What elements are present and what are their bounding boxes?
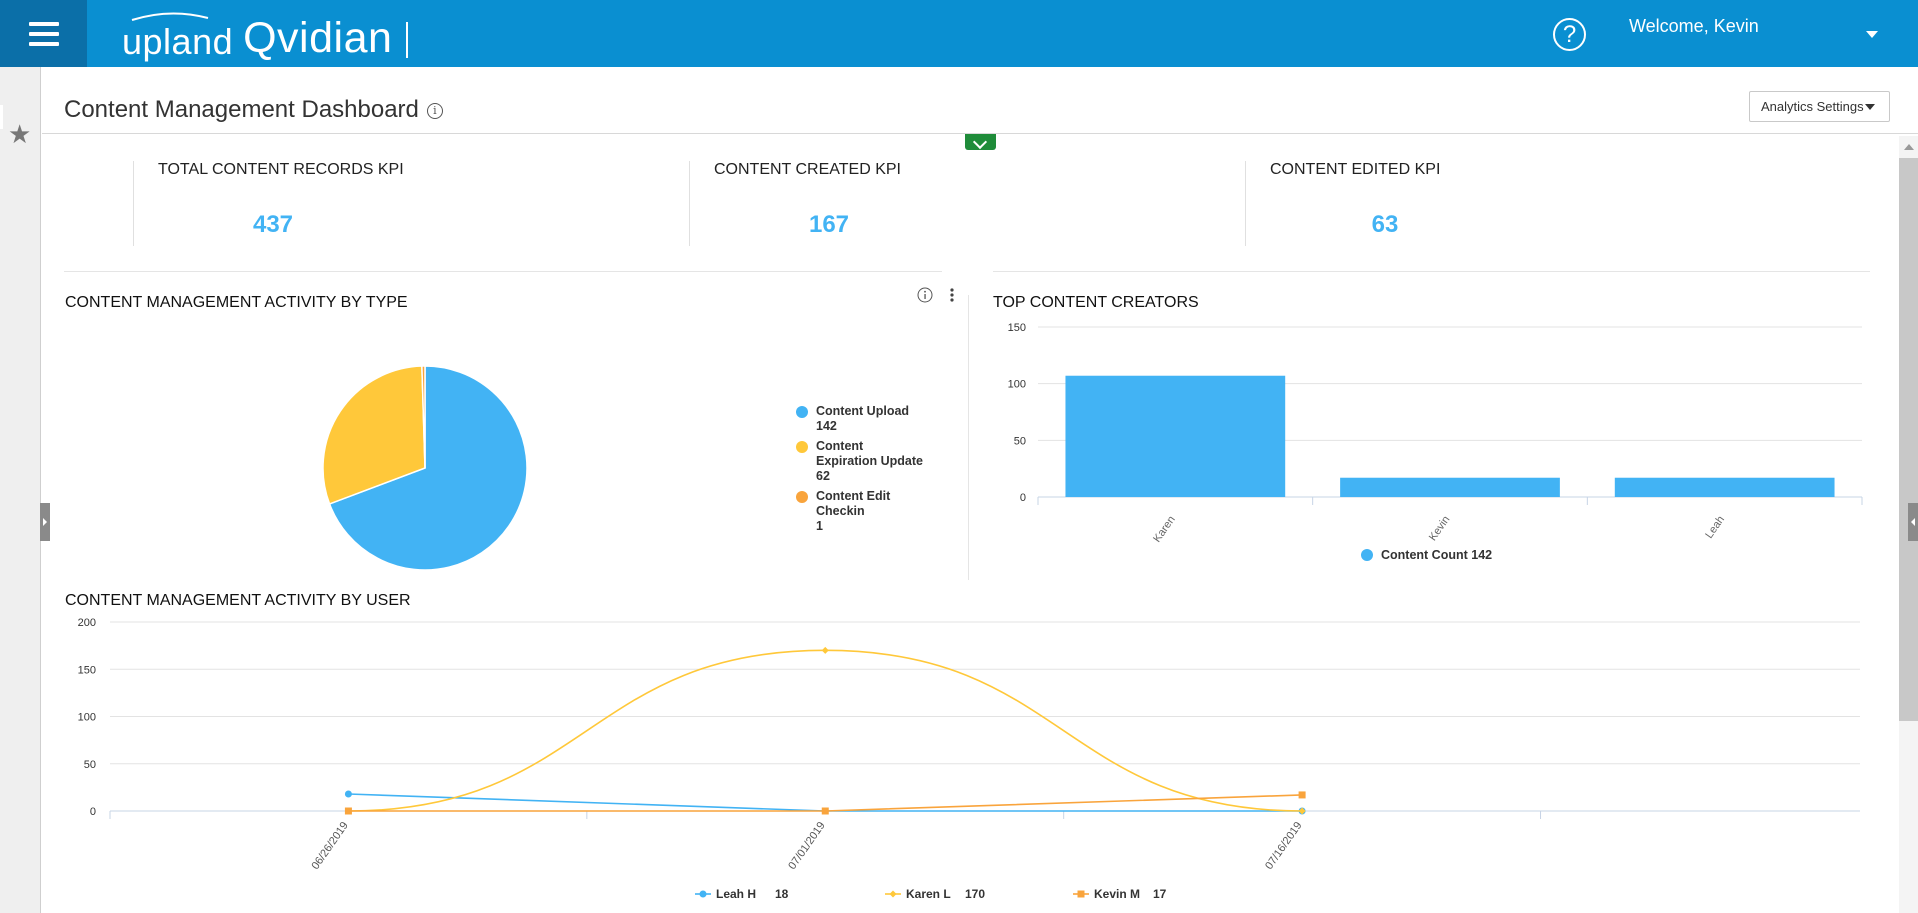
pie-legend-label: 142 bbox=[816, 419, 837, 433]
data-point[interactable] bbox=[1298, 807, 1306, 815]
kpi-label: TOTAL CONTENT RECORDS KPI bbox=[158, 161, 404, 178]
x-tick-label: Kevin bbox=[1427, 514, 1453, 543]
y-tick-label: 100 bbox=[1008, 379, 1026, 391]
info-icon[interactable]: i bbox=[426, 102, 443, 119]
welcome-text[interactable]: Welcome, Kevin bbox=[1629, 16, 1759, 36]
pie-legend-item[interactable]: Content Expiration Update 62 bbox=[796, 439, 976, 484]
brand-upland: upland bbox=[122, 21, 234, 62]
legend-marker bbox=[889, 890, 897, 898]
legend-dot bbox=[796, 406, 808, 418]
left-rail: ★ bbox=[0, 67, 41, 913]
page-header: Content Management Dashboard i Analytics … bbox=[42, 67, 1918, 134]
x-tick-label: 07/16/2019 bbox=[1263, 820, 1304, 872]
pie-chart bbox=[322, 365, 528, 571]
data-point[interactable] bbox=[821, 807, 829, 815]
section-title-by-user: CONTENT MANAGEMENT ACTIVITY BY USER bbox=[65, 592, 411, 609]
bar-leah[interactable] bbox=[1614, 477, 1835, 497]
panel-info-icon[interactable] bbox=[917, 287, 933, 303]
collapse-kpi-toggle-icon[interactable] bbox=[965, 134, 996, 150]
legend-series-total: 18 bbox=[775, 887, 789, 901]
bar-legend-label[interactable]: Content Count 142 bbox=[1381, 548, 1492, 562]
kpi-total-content-records: TOTAL CONTENT RECORDS KPI 437 bbox=[133, 161, 689, 246]
user-menu-chevron-down-icon[interactable] bbox=[1866, 31, 1878, 38]
section-title-top-creators: TOP CONTENT CREATORS bbox=[993, 294, 1199, 311]
series-line-karen-l bbox=[348, 649, 1303, 812]
data-point[interactable] bbox=[344, 807, 352, 815]
legend-series-total: 17 bbox=[1153, 887, 1167, 901]
help-icon[interactable]: ? bbox=[1553, 18, 1586, 51]
bar-karen[interactable] bbox=[1065, 375, 1286, 497]
pie-legend-label: 1 bbox=[816, 519, 823, 533]
legend-dot bbox=[796, 491, 808, 503]
kpi-label: CONTENT CREATED KPI bbox=[714, 161, 901, 178]
analytics-settings-label: Analytics Settings bbox=[1761, 99, 1864, 114]
divider bbox=[993, 271, 1870, 272]
legend-series-name[interactable]: Karen L bbox=[906, 887, 951, 901]
pie-legend-label: Expiration Update bbox=[816, 454, 923, 468]
pie-legend-label: 62 bbox=[816, 469, 830, 483]
panel-divider bbox=[968, 295, 969, 580]
page-title-text: Content Management Dashboard bbox=[64, 96, 419, 123]
y-tick-label: 50 bbox=[1014, 435, 1026, 447]
kpi-value[interactable]: 167 bbox=[808, 211, 850, 238]
data-point[interactable] bbox=[344, 790, 352, 798]
pie-legend-label: Content bbox=[816, 439, 864, 453]
kpi-value[interactable]: 437 bbox=[252, 211, 294, 238]
divider bbox=[64, 271, 942, 272]
y-tick-label: 100 bbox=[78, 712, 96, 724]
left-rail-tab bbox=[0, 105, 3, 129]
pie-slice-1[interactable] bbox=[322, 365, 426, 505]
pie-legend-item[interactable]: Content Edit Checkin 1 bbox=[796, 489, 976, 534]
logo-swoosh-icon bbox=[131, 12, 209, 21]
bar-chart: 0 50 100 150 Karen Kevin Leah Content Count 142 bbox=[1008, 322, 1863, 562]
pie-legend-item[interactable]: Content Upload 142 bbox=[796, 404, 976, 434]
y-tick-label: 50 bbox=[84, 759, 96, 771]
panel-more-options-icon[interactable] bbox=[946, 287, 958, 303]
legend-series-name[interactable]: Leah H bbox=[716, 887, 756, 901]
brand-product: Qvidian bbox=[243, 14, 393, 62]
kpi-value[interactable]: 63 bbox=[1371, 211, 1399, 238]
scroll-up-arrow-icon[interactable] bbox=[1904, 144, 1914, 150]
favorite-star-icon[interactable]: ★ bbox=[8, 119, 32, 149]
chevron-down-icon bbox=[1865, 104, 1875, 110]
scrollbar-thumb[interactable] bbox=[1899, 158, 1918, 721]
kpi-content-edited: CONTENT EDITED KPI 63 bbox=[1245, 161, 1801, 246]
right-panel-expand-handle[interactable] bbox=[1908, 503, 1918, 541]
y-tick-label: 150 bbox=[1008, 322, 1026, 334]
left-panel-expand-handle[interactable] bbox=[40, 503, 50, 541]
legend-marker bbox=[699, 890, 707, 898]
kpi-content-created: CONTENT CREATED KPI 167 bbox=[689, 161, 1245, 246]
data-point[interactable] bbox=[821, 646, 829, 654]
legend-dot bbox=[1361, 549, 1373, 561]
legend-series-name[interactable]: Kevin M bbox=[1094, 887, 1140, 901]
pie-legend: Content Upload 142 Content Expiration Updat… bbox=[796, 404, 976, 539]
x-tick-label: Karen bbox=[1151, 514, 1178, 545]
hamburger-menu-icon[interactable] bbox=[0, 0, 87, 67]
top-bar: upland Qvidian ? Welcome, Kevin bbox=[0, 0, 1918, 67]
brand-logo: upland Qvidian bbox=[122, 8, 409, 62]
x-tick-label: 06/26/2019 bbox=[309, 820, 350, 872]
legend-dot bbox=[796, 441, 808, 453]
kpi-label: CONTENT EDITED KPI bbox=[1270, 161, 1441, 178]
pie-legend-label: Checkin bbox=[816, 504, 865, 518]
legend-series-total: 170 bbox=[965, 887, 985, 901]
pie-legend-label: Content Edit bbox=[816, 489, 891, 503]
pie-slice-2[interactable] bbox=[421, 365, 426, 469]
y-tick-label: 0 bbox=[90, 806, 96, 818]
y-tick-label: 150 bbox=[78, 664, 96, 676]
legend-marker bbox=[1077, 890, 1085, 898]
bar-kevin[interactable] bbox=[1340, 477, 1560, 497]
data-point[interactable] bbox=[1298, 791, 1306, 799]
pie-slice-0[interactable] bbox=[328, 365, 528, 571]
pie-legend-label: Content Upload bbox=[816, 404, 910, 418]
y-tick-label: 200 bbox=[78, 617, 96, 629]
y-tick-label: 0 bbox=[1020, 492, 1026, 504]
line-chart: 0 50 100 150 200 06/26/2019 07/01/2019 07/16/20… bbox=[78, 617, 1860, 901]
analytics-settings-dropdown[interactable]: Analytics Settings bbox=[1749, 91, 1890, 122]
section-title-by-type: CONTENT MANAGEMENT ACTIVITY BY TYPE bbox=[65, 294, 408, 311]
x-tick-label: 07/01/2019 bbox=[786, 820, 827, 872]
x-tick-label: Leah bbox=[1703, 514, 1727, 541]
page-title: Content Management Dashboard i bbox=[64, 96, 443, 124]
logo-divider bbox=[406, 22, 409, 58]
